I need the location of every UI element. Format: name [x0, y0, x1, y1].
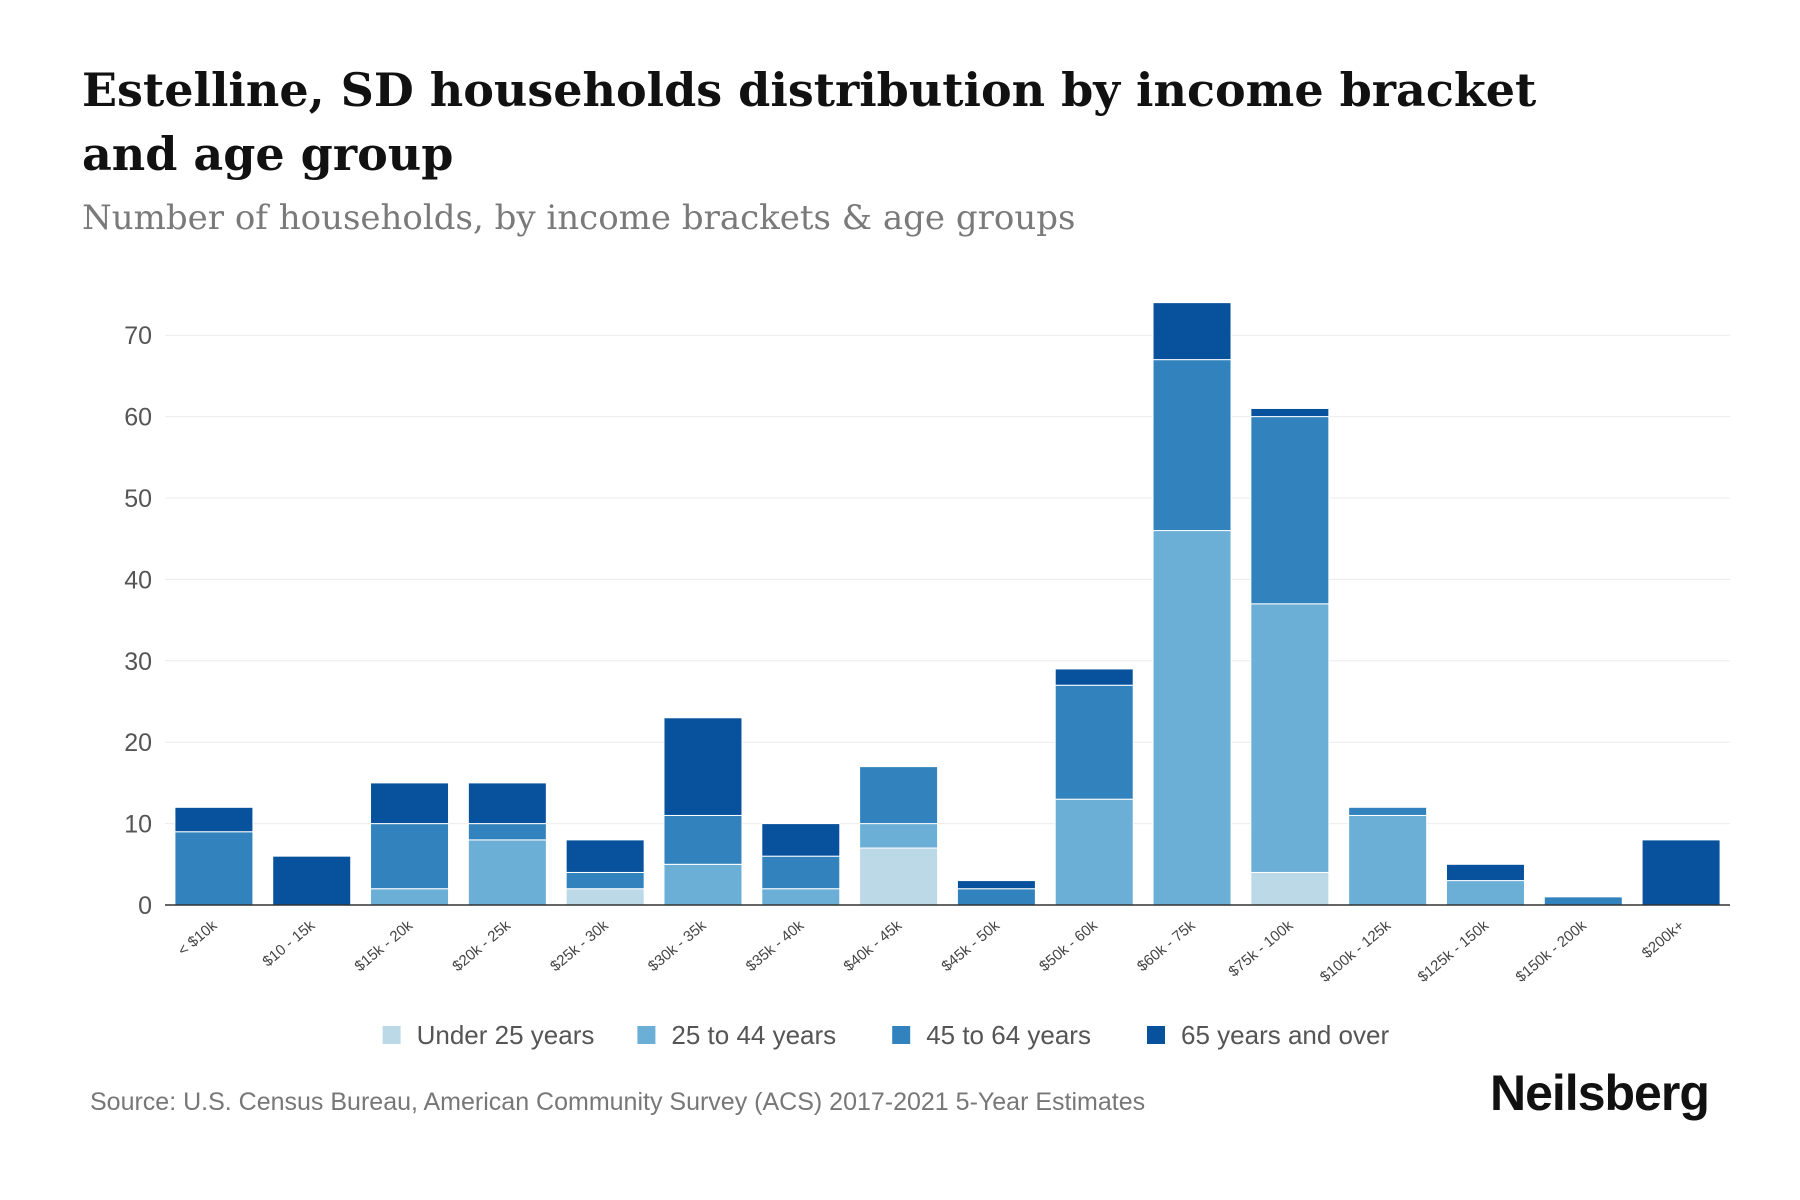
x-tick-label: < $10k	[175, 917, 221, 960]
x-tick-label: $40k - 45k	[841, 917, 906, 975]
bar-segment	[174, 831, 254, 906]
x-tick-label: $100k - 125k	[1317, 917, 1395, 986]
bar-segment	[1152, 530, 1232, 906]
y-tick-label: 20	[124, 729, 152, 757]
y-tick-label: 60	[124, 404, 152, 432]
y-tick-label: 40	[124, 566, 152, 594]
bar-segment	[467, 823, 547, 841]
bar-segment	[761, 855, 841, 890]
x-tick-label: $10 - 15k	[259, 917, 318, 971]
stacked-bar-chart: 0 10 20 30 40 50 60 70 < $10k $10 - 15k $15k - 20…	[124, 302, 1730, 1050]
x-tick-label: $75k - 100k	[1225, 917, 1296, 981]
x-tick-label: $30k - 35k	[645, 917, 710, 975]
y-tick-label: 50	[124, 485, 152, 513]
bar-segment	[1445, 880, 1525, 906]
y-tick-label: 0	[138, 892, 152, 920]
bar-segment	[1054, 798, 1134, 906]
legend-swatch	[1147, 1026, 1165, 1044]
legend-label: Under 25 years	[417, 1020, 595, 1050]
bar-segment	[370, 782, 450, 825]
legend: Under 25 years 25 to 44 years 45 to 64 yea…	[382, 1020, 1389, 1050]
legend-label: 45 to 64 years	[926, 1020, 1091, 1050]
bar-segment	[1543, 896, 1623, 906]
legend-swatch	[637, 1026, 656, 1044]
legend-swatch	[892, 1026, 911, 1044]
bar-segment	[956, 888, 1036, 906]
bar-segment	[1348, 814, 1428, 906]
bar-segment	[467, 839, 547, 906]
bar-segment	[565, 888, 645, 906]
bar-segment	[859, 847, 939, 906]
chart-subtitle: Number of households, by income brackets…	[82, 198, 1076, 238]
bar-segment	[1152, 302, 1232, 361]
x-tick-label: $25k - 30k	[547, 917, 612, 975]
bar-segment	[663, 863, 743, 906]
y-tick-label: 70	[124, 322, 152, 350]
brand-logo: Neilsberg	[1490, 1065, 1710, 1121]
bar-segment	[565, 839, 645, 873]
bar-segment	[370, 823, 450, 890]
x-tick-label: $60k - 75k	[1134, 917, 1199, 975]
bar-segment	[272, 855, 352, 906]
bar-segment	[1152, 359, 1232, 532]
bar-segment	[370, 888, 450, 906]
bar-segment	[1445, 863, 1525, 882]
x-tick-label: $45k - 50k	[938, 917, 1003, 975]
bar-segment	[1348, 806, 1428, 816]
bar-segment	[956, 880, 1036, 890]
gridlines	[165, 334, 1730, 825]
y-tick-label: 30	[124, 648, 152, 676]
bar-segment	[1641, 839, 1721, 906]
bar-segment	[1054, 668, 1134, 686]
x-tick-label: $200k+	[1639, 917, 1688, 962]
bar-segment	[663, 814, 743, 865]
legend-label: 25 to 44 years	[671, 1020, 836, 1050]
bar-segment	[174, 806, 254, 833]
bar-segment	[1250, 407, 1330, 418]
x-tick-label: $125k - 150k	[1415, 917, 1493, 986]
bar-segment	[859, 766, 939, 825]
x-tick-label: $50k - 60k	[1036, 917, 1101, 975]
x-tick-label: $35k - 40k	[743, 917, 808, 975]
legend-swatch	[382, 1026, 401, 1044]
chart-title: Estelline, SD households distribution by…	[82, 63, 1537, 181]
y-tick-label: 10	[124, 811, 152, 839]
source-note: Source: U.S. Census Bureau, American Com…	[90, 1088, 1146, 1116]
bar-segment	[467, 782, 547, 825]
bar-segment	[565, 871, 645, 890]
x-tick-label: $15k - 20k	[352, 917, 417, 975]
bar-segment	[1250, 416, 1330, 605]
y-axis: 0 10 20 30 40 50 60 70	[124, 322, 152, 920]
x-tick-label: $150k - 200k	[1512, 917, 1590, 986]
bar-segment	[1250, 603, 1330, 873]
bar-segment	[859, 823, 939, 849]
legend-label: 65 years and over	[1181, 1020, 1389, 1050]
bar-segment	[761, 823, 841, 857]
x-axis: < $10k $10 - 15k $15k - 20k $20k - 25k $25k …	[165, 904, 1730, 986]
bars	[174, 302, 1721, 906]
bar-segment	[1054, 684, 1134, 800]
bar-segment	[663, 717, 743, 816]
bar-segment	[1250, 871, 1330, 906]
x-tick-label: $20k - 25k	[449, 917, 514, 975]
bar-segment	[761, 888, 841, 906]
